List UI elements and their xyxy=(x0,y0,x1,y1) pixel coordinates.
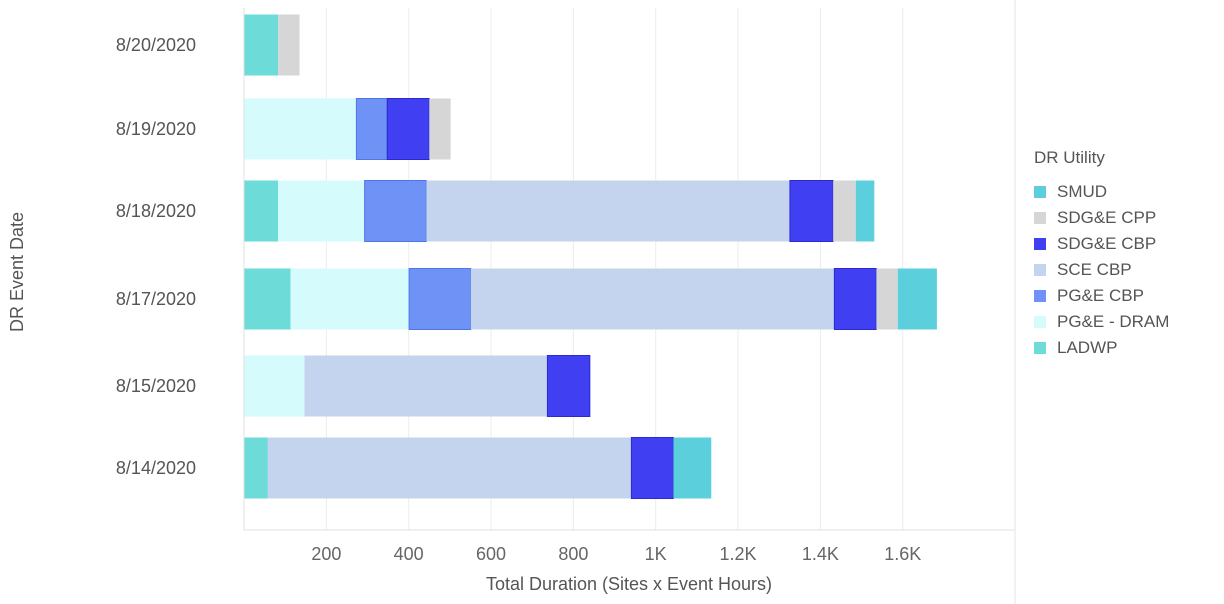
bar-segment[interactable] xyxy=(897,268,937,330)
bar-segment[interactable] xyxy=(290,268,410,330)
legend-item[interactable]: PG&E CBP xyxy=(1034,283,1169,309)
bar-segment[interactable] xyxy=(630,437,674,499)
bar-segment[interactable] xyxy=(244,98,357,160)
legend-item[interactable]: SCE CBP xyxy=(1034,257,1169,283)
bar-segment[interactable] xyxy=(833,268,877,330)
x-tick-label: 600 xyxy=(476,544,506,564)
legend-label: SDG&E CPP xyxy=(1057,208,1157,227)
x-tick-label: 400 xyxy=(394,544,424,564)
bar-segment[interactable] xyxy=(789,180,834,242)
bar-segment[interactable] xyxy=(408,268,472,330)
legend-label: SCE CBP xyxy=(1057,260,1132,279)
legend-item[interactable]: LADWP xyxy=(1034,335,1169,361)
bar-segment[interactable] xyxy=(876,268,898,330)
y-tick-label: 8/18/2020 xyxy=(116,201,196,221)
x-axis-title: Total Duration (Sites x Event Hours) xyxy=(486,574,772,594)
y-tick-label: 8/15/2020 xyxy=(116,376,196,396)
bar-segment[interactable] xyxy=(426,180,790,242)
y-tick-label: 8/14/2020 xyxy=(116,458,196,478)
x-tick-label: 1K xyxy=(645,544,667,564)
bar-segment[interactable] xyxy=(833,180,856,242)
bar-segment[interactable] xyxy=(386,98,430,160)
y-axis-title: DR Event Date xyxy=(7,212,27,332)
legend-item[interactable]: SMUD xyxy=(1034,179,1169,205)
x-tick-label: 800 xyxy=(558,544,588,564)
bar-segment[interactable] xyxy=(364,180,427,242)
bar-segment[interactable] xyxy=(244,437,268,499)
bar-segment[interactable] xyxy=(244,180,279,242)
legend-swatch xyxy=(1034,264,1046,276)
bar-segment[interactable] xyxy=(278,14,300,76)
legend-title: DR Utility xyxy=(1034,148,1105,167)
legend-label: SDG&E CBP xyxy=(1057,234,1157,253)
x-tick-label: 1.2K xyxy=(720,544,757,564)
legend-swatch xyxy=(1034,316,1046,328)
bar-segment[interactable] xyxy=(470,268,835,330)
bar-segment[interactable] xyxy=(278,180,365,242)
legend-swatch xyxy=(1034,342,1046,354)
bar-segment[interactable] xyxy=(304,355,548,417)
bar-segment[interactable] xyxy=(244,14,279,76)
bar-segment[interactable] xyxy=(355,98,388,160)
bar-segment[interactable] xyxy=(244,268,291,330)
x-tick-label: 1.6K xyxy=(884,544,921,564)
legend-item[interactable]: PG&E - DRAM xyxy=(1034,309,1169,335)
bar-segment[interactable] xyxy=(429,98,451,160)
bar-segment[interactable] xyxy=(267,437,632,499)
x-tick-label: 200 xyxy=(311,544,341,564)
legend-item[interactable]: SDG&E CBP xyxy=(1034,231,1169,257)
legend-label: PG&E - DRAM xyxy=(1057,312,1170,331)
legend: DR Utility SMUD SDG&E CPP SDG&E CBP SCE CBP… xyxy=(1034,148,1169,361)
legend-label: PG&E CBP xyxy=(1057,286,1144,305)
bar-segment[interactable] xyxy=(244,355,305,417)
legend-swatch xyxy=(1034,238,1046,250)
bars xyxy=(244,14,937,499)
bar-segment[interactable] xyxy=(855,180,875,242)
bar-segment[interactable] xyxy=(673,437,712,499)
y-tick-label: 8/20/2020 xyxy=(116,35,196,55)
legend-item[interactable]: SDG&E CPP xyxy=(1034,205,1169,231)
legend-label: LADWP xyxy=(1057,338,1118,357)
x-tick-label: 1.4K xyxy=(802,544,839,564)
y-tick-label: 8/19/2020 xyxy=(116,119,196,139)
y-tick-label: 8/17/2020 xyxy=(116,289,196,309)
legend-swatch xyxy=(1034,290,1046,302)
bar-segment[interactable] xyxy=(546,355,591,417)
legend-swatch xyxy=(1034,212,1046,224)
legend-swatch xyxy=(1034,186,1046,198)
axes: 200 400 600 800 1K 1.2K 1.4K 1.6K 8/20/2020 8/19/… xyxy=(116,0,1016,604)
legend-items: SMUD SDG&E CPP SDG&E CBP SCE CBP PG&E CBP PG&… xyxy=(1034,179,1169,361)
legend-label: SMUD xyxy=(1057,182,1108,201)
